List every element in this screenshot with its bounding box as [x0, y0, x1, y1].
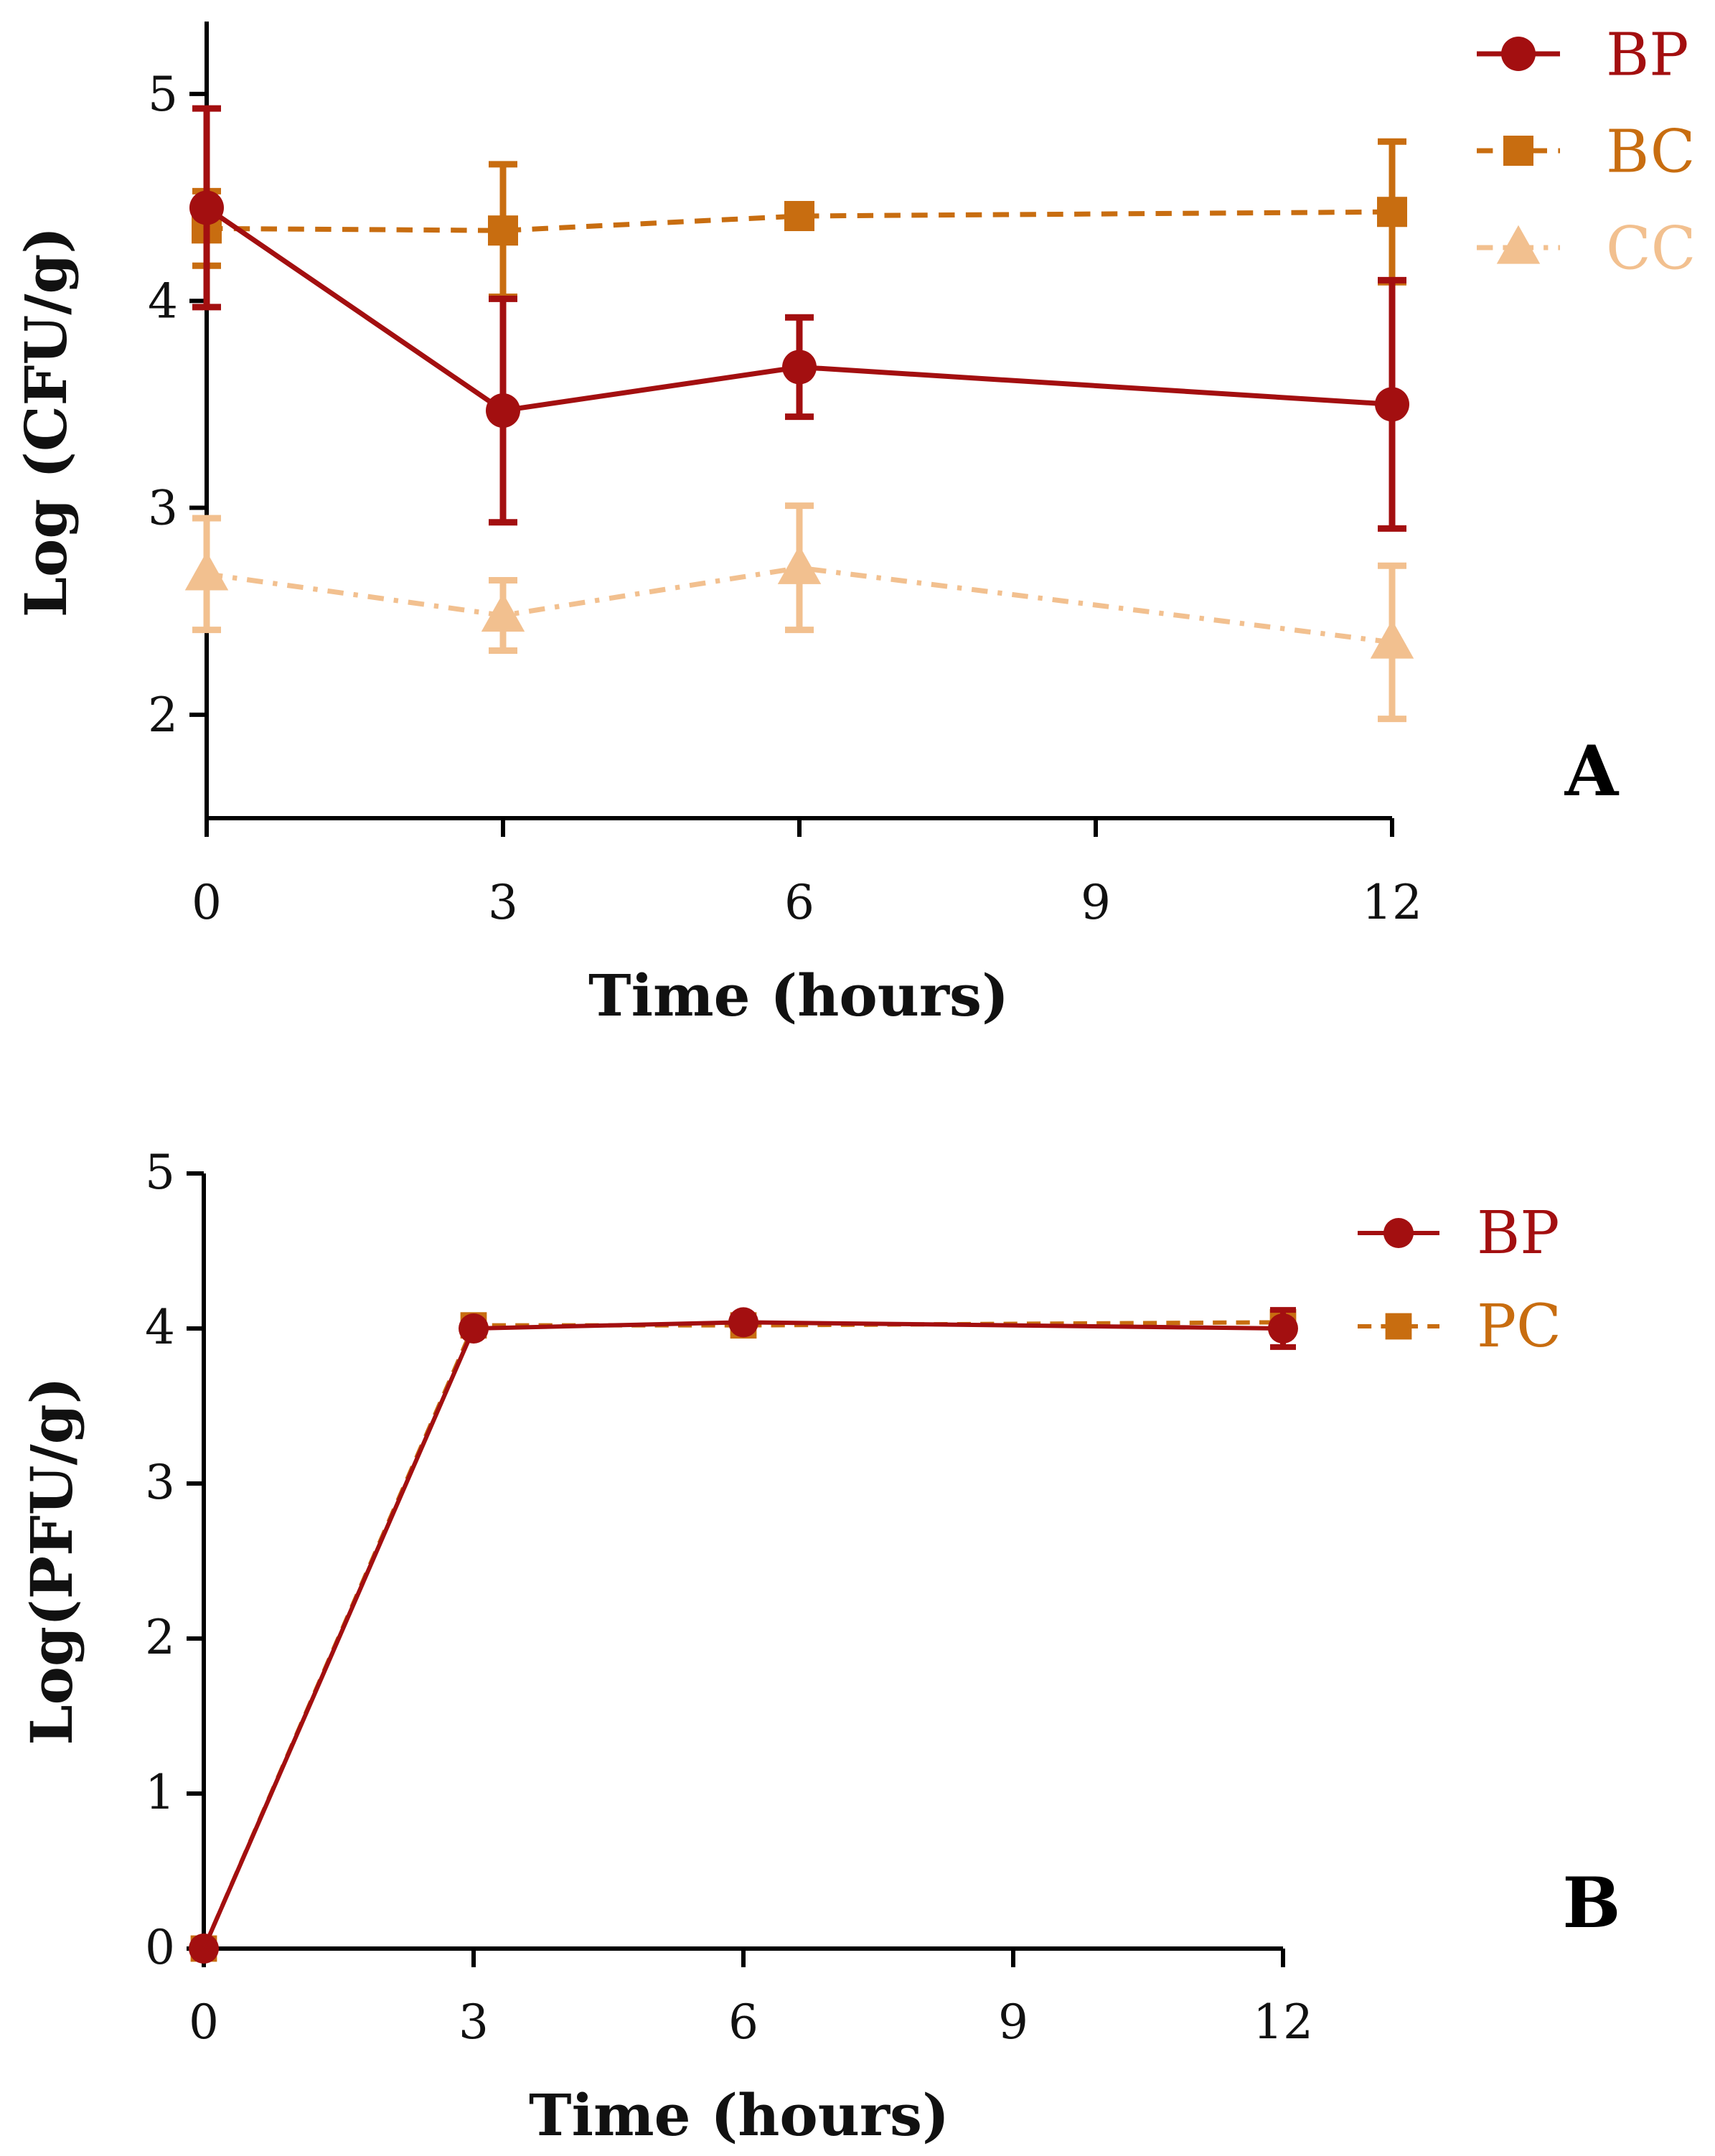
panel-a-series-bc-line [206, 209, 1393, 233]
panel-a-x-tick-label: 6 [784, 875, 814, 930]
panel-a-series-cc-line [206, 565, 1393, 645]
panel-a-legend-cc-label: CC [1606, 215, 1696, 283]
panel-b-series-bp [189, 1307, 1298, 1964]
panel-b-y-axis-title: Log(PFU/g) [18, 1377, 85, 1745]
panel-a-y-axis-title: Log (CFU/g) [12, 227, 80, 618]
panel-b-y-tick-label: 5 [145, 1145, 175, 1200]
panel-b-legend: BP PC [1358, 1199, 1561, 1361]
panel-a-series-bp [189, 105, 1409, 532]
panel-a-series-bc [192, 138, 1407, 300]
panel-a-x-tick-label: 3 [488, 875, 518, 930]
panel-b-series-bp-line [202, 1320, 1284, 1950]
panel-b-y-tick-label: 3 [145, 1455, 175, 1510]
panel-a-series-bp-point [782, 350, 817, 385]
panel-a-panel-letter: A [1564, 731, 1620, 812]
panel-a-series-bp-point [486, 393, 520, 428]
panel-a-series-cc-point [1370, 619, 1414, 659]
panel-a-y-tick-label: 2 [148, 688, 178, 743]
panel-a-legend-bc-label: BC [1606, 118, 1696, 187]
panel-b-y-tick-label: 4 [145, 1300, 175, 1355]
panel-b-series-bp-point [189, 1934, 219, 1964]
panel-a-legend: BP BC CC [1477, 22, 1696, 283]
panel-b-legend-pc-label: PC [1477, 1293, 1561, 1361]
panel-b-series-pc-line [202, 1320, 1284, 1950]
panel-a-y-tick-label: 3 [148, 481, 178, 536]
panel-b-x-tick-label: 6 [728, 1995, 758, 2050]
panel-b-x-tick-label: 0 [189, 1995, 219, 2050]
panel-b-legend-bp-label: BP [1477, 1199, 1559, 1267]
panel-a-x-tick-label: 0 [192, 875, 222, 930]
panel-b-y-tick-label: 0 [145, 1920, 175, 1975]
panel-b-x-tick-label: 3 [459, 1995, 489, 2050]
panel-a-series-bc-point [784, 201, 814, 232]
panel-b-y-tick-label: 2 [145, 1610, 175, 1665]
panel-b-series-bp-point [1268, 1313, 1298, 1344]
panel-a-series-bp-line [205, 205, 1393, 413]
panel-a-series-bp-point [189, 190, 224, 225]
panel-a-x-axis-title: Time (hours) [588, 962, 1009, 1029]
panel-a-series-bc-point [488, 215, 518, 246]
panel-a-series-cc-point [777, 545, 822, 584]
panel-a-x-tick-label: 9 [1081, 875, 1111, 930]
panel-b-x-tick-label: 12 [1253, 1995, 1313, 2050]
panel-b-x-tick-label: 9 [998, 1995, 1028, 2050]
panel-a-series-cc-point [184, 551, 229, 591]
panel-b-series-bp-point [728, 1307, 758, 1338]
panel-b-panel-letter: B [1562, 1862, 1620, 1944]
panel-a-legend-cc-marker [1496, 225, 1541, 264]
panel-a-x-tick-label: 12 [1362, 875, 1422, 930]
panel-b-x-axis-title: Time (hours) [529, 2081, 949, 2149]
panel-b-y-tick-label: 1 [145, 1765, 175, 1820]
panel-b-legend-pc-marker [1385, 1313, 1412, 1340]
panel-a-legend-bp-marker [1501, 37, 1536, 71]
panel-b-series-pc [190, 1308, 1297, 1962]
panel-b-legend-bp-marker [1383, 1218, 1414, 1248]
panel-b-series-bp-point [459, 1313, 489, 1344]
panel-a-y-tick-label: 5 [148, 67, 178, 122]
panel-a-y-tick-label: 4 [148, 273, 178, 329]
panel-a-series-cc [184, 502, 1414, 723]
panel-a-series-bc-point [1377, 197, 1407, 228]
panel-a-series-cc-point [481, 593, 525, 632]
panel-a-chart: 0 3 6 9 12 2 3 4 5 Time (hours) Log (CFU/g) A BP BC CC [12, 22, 1696, 1029]
panel-a-legend-bp-label: BP [1606, 22, 1688, 90]
panel-a-legend-bc-marker [1503, 136, 1533, 166]
panel-a-series-bp-point [1375, 387, 1409, 422]
